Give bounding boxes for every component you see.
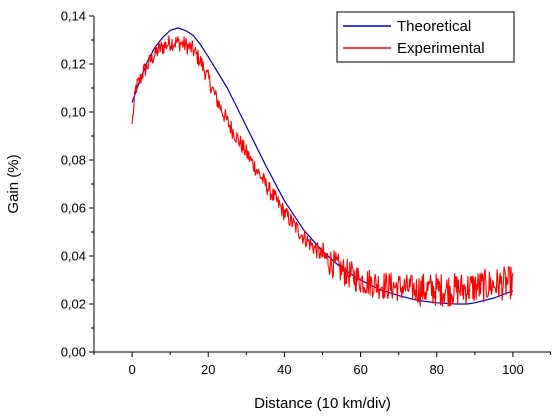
y-axis-title: Gain (%) <box>5 154 22 213</box>
y-tick-label: 0,10 <box>61 105 86 120</box>
x-tick-label: 40 <box>277 362 291 377</box>
plot-area <box>131 27 514 307</box>
x-tick-label: 0 <box>128 362 135 377</box>
y-tick-label: 0,00 <box>61 345 86 360</box>
y-tick-label: 0,14 <box>61 9 86 24</box>
x-tick-label: 100 <box>502 362 524 377</box>
legend: Theoretical Experimental <box>336 11 515 63</box>
legend-label-theoretical: Theoretical <box>397 18 471 35</box>
legend-box <box>336 11 515 63</box>
y-tick-label: 0,04 <box>61 249 86 264</box>
series-line-theoretical <box>131 27 514 305</box>
axes: 0,00 0,02 0,04 0,06 0,08 0,10 0,12 0,14 0 20 40 60 8… <box>61 9 551 377</box>
x-tick-label: 80 <box>430 362 444 377</box>
series-line-experimental <box>131 35 514 307</box>
y-tick-label: 0,02 <box>61 297 86 312</box>
x-axis-title: Distance (10 km/div) <box>254 395 391 412</box>
x-tick-label: 60 <box>353 362 367 377</box>
y-tick-label: 0,12 <box>61 57 86 72</box>
y-tick-label: 0,06 <box>61 201 86 216</box>
x-tick-label: 20 <box>201 362 215 377</box>
y-tick-label: 0,08 <box>61 153 86 168</box>
legend-label-experimental: Experimental <box>397 40 485 57</box>
